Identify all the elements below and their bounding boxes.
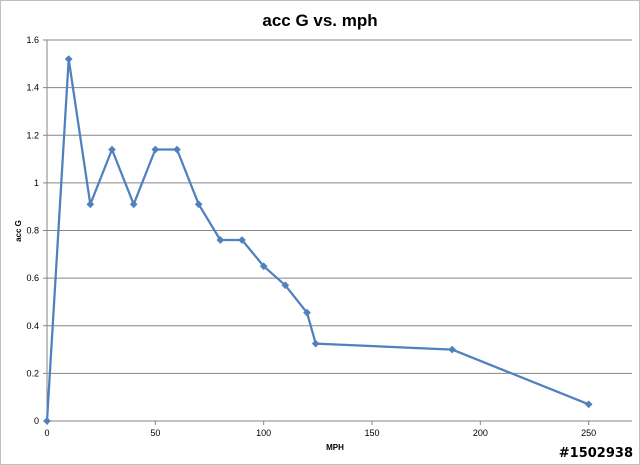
y-tick-label-8: 1.6 [26, 35, 39, 45]
y-tick-label-6: 1.2 [26, 130, 39, 140]
series-line-0 [45, 57, 590, 422]
x-tick-label-2: 100 [256, 428, 271, 438]
y-tick-labels: 0 0.2 0.4 0.6 0.8 1 1.2 1.4 1.6 [26, 35, 39, 426]
data-point-0 [43, 417, 51, 425]
data-point-8 [216, 236, 225, 244]
y-tick-label-1: 0.2 [26, 368, 39, 378]
data-point-14 [448, 345, 457, 354]
data-point-7 [194, 200, 203, 209]
data-point-2 [86, 200, 95, 209]
data-point-4 [129, 200, 138, 209]
y-tick-label-5: 1 [34, 178, 39, 188]
data-point-1 [64, 55, 73, 64]
x-tick-label-4: 200 [473, 428, 488, 438]
x-tick-label-1: 50 [150, 428, 160, 438]
y-tick-label-7: 1.4 [26, 83, 39, 93]
data-points [43, 55, 593, 425]
data-point-12 [303, 308, 311, 317]
x-tick-label-3: 150 [364, 428, 379, 438]
x-axis-label: MPH [326, 443, 344, 452]
y-tick-label-4: 0.8 [26, 226, 39, 236]
data-point-15 [584, 400, 593, 409]
series-line [45, 57, 590, 422]
data-point-3 [108, 145, 116, 154]
data-point-13 [311, 339, 320, 348]
data-point-11 [281, 281, 290, 290]
grid-lines [47, 39, 632, 374]
y-tick-label-2: 0.4 [26, 321, 39, 331]
watermark-id: #1502938 [558, 446, 633, 461]
x-tick-labels: 0 50 100 150 200 250 [44, 428, 596, 438]
x-tick-label-0: 0 [44, 428, 49, 438]
x-tick-label-5: 250 [581, 428, 596, 438]
chart-title: acc G vs. mph [262, 11, 377, 30]
y-tick-label-0: 0 [34, 416, 39, 426]
data-point-9 [238, 236, 246, 244]
data-point-6 [173, 145, 181, 154]
data-point-10 [259, 262, 268, 271]
axes [43, 39, 632, 425]
y-axis-label: acc G [14, 220, 23, 242]
y-tick-label-3: 0.6 [26, 273, 39, 283]
data-point-5 [151, 145, 160, 154]
